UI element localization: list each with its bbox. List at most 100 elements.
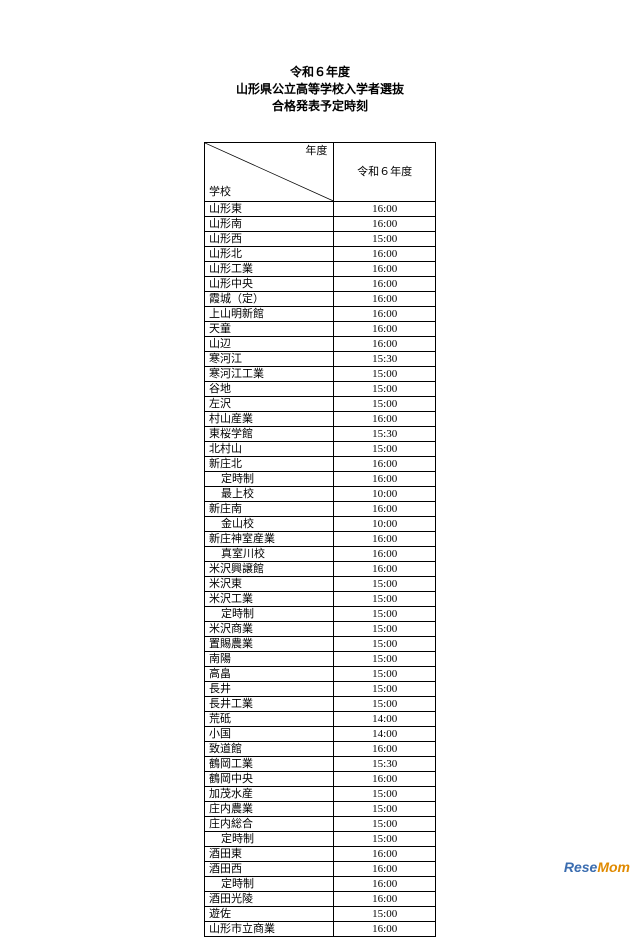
time-cell: 15:00 [334,232,436,247]
table-row: 酒田西16:00 [205,862,436,877]
school-cell: 南陽 [205,652,334,667]
table-row: 庄内農業15:00 [205,802,436,817]
school-cell: 定時制 [205,877,334,892]
title-line-2: 山形県公立高等学校入学者選抜 [0,81,640,98]
school-cell: 山形工業 [205,262,334,277]
time-cell: 15:00 [334,667,436,682]
time-cell: 14:00 [334,712,436,727]
title-line-1: 令和６年度 [0,64,640,81]
time-cell: 16:00 [334,307,436,322]
table-row: 村山産業16:00 [205,412,436,427]
watermark: ReseMom [564,859,630,875]
school-cell: 東桜学館 [205,427,334,442]
time-cell: 16:00 [334,277,436,292]
time-cell: 10:00 [334,487,436,502]
table-row: 上山明新館16:00 [205,307,436,322]
year-column-header: 令和６年度 [334,143,436,202]
time-cell: 16:00 [334,502,436,517]
table-row: 山形南16:00 [205,217,436,232]
time-cell: 16:00 [334,547,436,562]
table-row: 遊佐15:00 [205,907,436,922]
time-cell: 15:00 [334,652,436,667]
table-row: 東桜学館15:30 [205,427,436,442]
time-cell: 14:00 [334,727,436,742]
table-row: 新庄南16:00 [205,502,436,517]
school-cell: 庄内総合 [205,817,334,832]
time-cell: 15:00 [334,367,436,382]
school-cell: 最上校 [205,487,334,502]
school-cell: 北村山 [205,442,334,457]
table-row: 北村山15:00 [205,442,436,457]
school-cell: 長井工業 [205,697,334,712]
time-cell: 15:00 [334,442,436,457]
time-cell: 15:30 [334,757,436,772]
table-row: 庄内総合15:00 [205,817,436,832]
table-container: 年度 学校 令和６年度 山形東16:00山形南16:00山形西15:00山形北1… [204,142,436,937]
table-row: 寒河江15:30 [205,352,436,367]
school-cell: 米沢商業 [205,622,334,637]
table-row: 米沢東15:00 [205,577,436,592]
time-cell: 16:00 [334,742,436,757]
table-row: 定時制16:00 [205,472,436,487]
school-cell: 酒田西 [205,862,334,877]
time-cell: 16:00 [334,322,436,337]
school-cell: 加茂水産 [205,787,334,802]
table-row: 米沢商業15:00 [205,622,436,637]
school-cell: 荒砥 [205,712,334,727]
school-cell: 寒河江 [205,352,334,367]
time-cell: 15:00 [334,397,436,412]
table-row: 金山校10:00 [205,517,436,532]
time-cell: 16:00 [334,892,436,907]
table-row: 置賜農業15:00 [205,637,436,652]
time-cell: 16:00 [334,532,436,547]
table-row: 小国14:00 [205,727,436,742]
school-cell: 金山校 [205,517,334,532]
school-cell: 上山明新館 [205,307,334,322]
diag-top-label: 年度 [305,145,327,158]
time-cell: 15:00 [334,607,436,622]
school-cell: 寒河江工業 [205,367,334,382]
school-cell: 山形中央 [205,277,334,292]
table-row: 長井工業15:00 [205,697,436,712]
table-row: 酒田光陵16:00 [205,892,436,907]
table-row: 真室川校16:00 [205,547,436,562]
school-cell: 山辺 [205,337,334,352]
school-cell: 新庄神室産業 [205,532,334,547]
table-row: 山形中央16:00 [205,277,436,292]
time-cell: 16:00 [334,472,436,487]
school-cell: 天童 [205,322,334,337]
school-cell: 真室川校 [205,547,334,562]
table-row: 最上校10:00 [205,487,436,502]
school-cell: 定時制 [205,472,334,487]
school-cell: 山形市立商業 [205,922,334,937]
school-cell: 庄内農業 [205,802,334,817]
time-cell: 15:00 [334,682,436,697]
school-cell: 新庄南 [205,502,334,517]
table-row: 定時制15:00 [205,607,436,622]
time-cell: 15:00 [334,697,436,712]
time-cell: 16:00 [334,457,436,472]
school-cell: 山形西 [205,232,334,247]
school-cell: 左沢 [205,397,334,412]
table-row: 山形北16:00 [205,247,436,262]
table-header-row: 年度 学校 令和６年度 [205,143,436,202]
time-cell: 15:00 [334,907,436,922]
time-cell: 16:00 [334,877,436,892]
diag-bottom-label: 学校 [209,186,231,199]
time-cell: 15:00 [334,787,436,802]
diagonal-header: 年度 学校 [205,143,334,202]
table-row: 新庄北16:00 [205,457,436,472]
school-cell: 村山産業 [205,412,334,427]
time-cell: 10:00 [334,517,436,532]
school-cell: 置賜農業 [205,637,334,652]
time-cell: 15:30 [334,427,436,442]
school-cell: 米沢興譲館 [205,562,334,577]
table-row: 山形東16:00 [205,202,436,217]
time-cell: 16:00 [334,562,436,577]
school-cell: 霞城（定） [205,292,334,307]
table-row: 山形市立商業16:00 [205,922,436,937]
time-cell: 15:00 [334,802,436,817]
time-cell: 15:00 [334,817,436,832]
time-cell: 16:00 [334,217,436,232]
time-cell: 15:00 [334,592,436,607]
